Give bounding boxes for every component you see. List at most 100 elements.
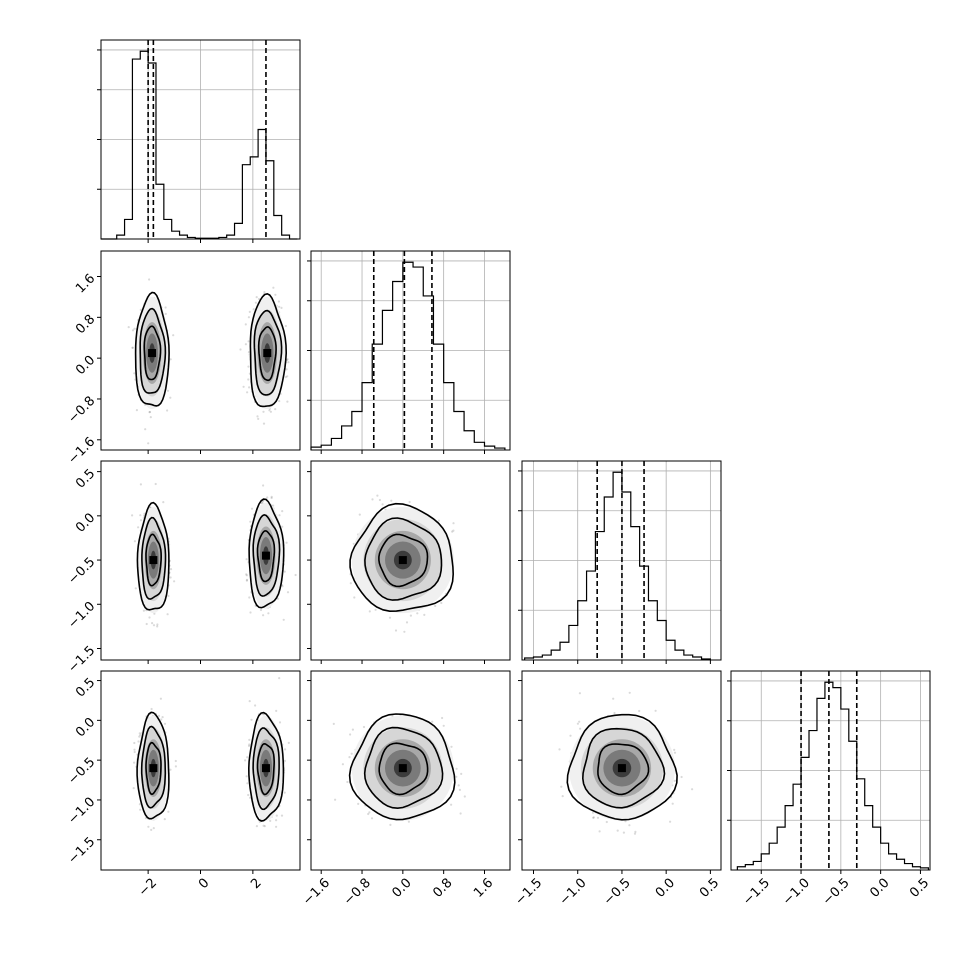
scatter-panel-0-3-point xyxy=(169,768,172,771)
scatter-panel-0-2-point xyxy=(245,578,249,581)
scatter-panel-0-1-point xyxy=(127,326,130,329)
scatter-panel-1-2-point xyxy=(408,500,411,504)
scatter-panel-0-3-point xyxy=(139,734,142,737)
scatter-panel-0-1-density-peak xyxy=(148,349,157,358)
scatter-panel-0-2-point xyxy=(173,580,176,583)
scatter-panel-0-1-point xyxy=(274,293,277,296)
scatter-panel-0-2-point xyxy=(134,587,137,590)
scatter-panel-0-1: −1.6−0.80.00.81.6 xyxy=(65,250,301,467)
scatter-panel-0-1-point xyxy=(164,312,167,315)
scatter-panel-0-2-point xyxy=(270,495,273,498)
scatter-panel-0-2-point xyxy=(267,612,270,615)
hist-panel-1-histogram-outline xyxy=(310,261,506,450)
scatter-panel-0-1-plot-area xyxy=(127,278,290,445)
scatter-panel-0-1-point xyxy=(247,365,250,368)
hist-panel-3-frame xyxy=(730,670,931,871)
scatter-panel-0-2-point xyxy=(156,623,159,626)
scatter-panel-0-2-y-tick-label: −1.5 xyxy=(65,643,98,676)
scatter-panel-0-2-point xyxy=(166,613,169,616)
scatter-panel-1-2-point xyxy=(452,522,455,525)
scatter-panel-0-1-point xyxy=(268,409,271,412)
scatter-panel-0-1-point xyxy=(166,389,170,392)
scatter-panel-1-2-point xyxy=(371,498,374,501)
scatter-panel-1-2-point xyxy=(394,629,398,632)
scatter-panel-1-2-point xyxy=(437,519,440,522)
scatter-panel-0-2-point xyxy=(167,594,170,598)
scatter-panel-0-1-point xyxy=(255,296,258,299)
scatter-panel-0-1-density-peak xyxy=(263,349,272,358)
hist-panel-1 xyxy=(307,250,511,454)
scatter-panel-0-1-point xyxy=(131,346,134,349)
scatter-panel-0-2-point xyxy=(262,614,265,617)
scatter-panel-0-2-point xyxy=(245,574,248,577)
scatter-panel-0-1-point xyxy=(239,348,242,351)
scatter-panel-0-1-point xyxy=(286,400,289,403)
hist-panel-2-histogram-outline xyxy=(524,471,711,660)
scatter-panel-0-1-point xyxy=(149,416,152,419)
scatter-panel-0-2-point xyxy=(142,609,145,612)
scatter-panel-1-2-point xyxy=(376,494,379,497)
scatter-panel-0-1-point xyxy=(131,329,135,332)
scatter-panel-0-2-point xyxy=(294,573,297,577)
scatter-panel-0-2-point xyxy=(250,507,254,510)
hist-panel-1-frame xyxy=(310,250,511,451)
scatter-panel-0-1-point xyxy=(133,372,136,375)
scatter-panel-0-2-point xyxy=(249,611,252,614)
scatter-panel-1-2-point xyxy=(423,613,426,617)
scatter-panel-0-1-point xyxy=(274,408,277,411)
scatter-panel-0-3-point xyxy=(139,808,142,811)
scatter-panel-0-1-point xyxy=(144,428,147,431)
scatter-panel-1-2-point xyxy=(349,582,352,585)
scatter-panel-0-2-density-peak xyxy=(261,551,270,560)
scatter-panel-0-2-point xyxy=(162,501,165,504)
scatter-panel-0-1-point xyxy=(169,396,172,399)
scatter-panel-0-3-point xyxy=(174,759,177,763)
scatter-panel-1-2-point xyxy=(451,530,454,533)
hist-panel-3-x-tick-label: 0.0 xyxy=(867,876,892,901)
scatter-panel-0-1-point xyxy=(284,376,287,379)
scatter-panel-1-2 xyxy=(307,460,511,664)
scatter-panel-0-2-point xyxy=(276,597,280,600)
scatter-panel-1-2-point xyxy=(409,614,412,617)
scatter-panel-0-3-point xyxy=(150,707,153,711)
scatter-panel-0-1-point xyxy=(148,410,152,414)
scatter-panel-0-1-y-tick-label: 0.0 xyxy=(73,353,98,378)
scatter-panel-0-1-y-tick-label: −0.8 xyxy=(65,394,98,427)
scatter-panel-0-1-point xyxy=(135,409,138,412)
scatter-panel-0-2-point xyxy=(282,618,285,621)
scatter-panel-0-2-point xyxy=(248,596,251,599)
scatter-panel-0-1-point xyxy=(248,386,251,389)
scatter-panel-0-1-point xyxy=(164,306,167,309)
scatter-panel-0-2-point xyxy=(245,573,248,576)
scatter-panel-0-1-point xyxy=(285,368,288,371)
scatter-panel-0-2-point xyxy=(156,625,159,628)
scatter-panel-0-2: −1.5−1.0−0.50.00.5 xyxy=(65,460,301,676)
scatter-panel-1-2-point xyxy=(405,621,409,624)
scatter-panel-0-1-contour xyxy=(143,325,162,381)
hist-panel-0 xyxy=(97,39,301,243)
scatter-panel-0-2-point xyxy=(139,483,142,486)
scatter-panel-0-2-point xyxy=(133,540,136,543)
scatter-panel-0-1-point xyxy=(287,361,290,364)
scatter-panel-0-2-point xyxy=(272,504,275,507)
scatter-panel-0-2-point xyxy=(249,520,252,523)
scatter-panel-0-2-contour xyxy=(248,498,285,609)
scatter-panel-0-1-contour xyxy=(253,309,283,396)
scatter-panel-0-1-point xyxy=(247,378,250,381)
scatter-panel-1-2-point xyxy=(378,498,381,502)
scatter-panel-0-1-point xyxy=(172,334,175,337)
scatter-panel-0-1-y-tick-label: 0.8 xyxy=(73,312,98,337)
scatter-panel-0-2-contour xyxy=(141,516,167,600)
scatter-panel-0-3-plot-area xyxy=(132,677,290,832)
scatter-panel-0-2-point xyxy=(270,496,273,500)
scatter-panel-0-3-point xyxy=(133,748,136,751)
scatter-panel-1-2-point xyxy=(358,513,361,516)
scatter-panel-0-1-contour xyxy=(139,307,167,394)
scatter-panel-0-2-point xyxy=(281,585,284,588)
scatter-panel-1-2-contour xyxy=(349,502,455,613)
scatter-panel-0-1-point xyxy=(147,442,150,445)
scatter-panel-0-1-point xyxy=(148,411,151,414)
scatter-panel-1-2-point xyxy=(388,616,392,619)
scatter-panel-0-1-point xyxy=(262,422,266,425)
scatter-panel-0-3-point xyxy=(147,825,150,828)
